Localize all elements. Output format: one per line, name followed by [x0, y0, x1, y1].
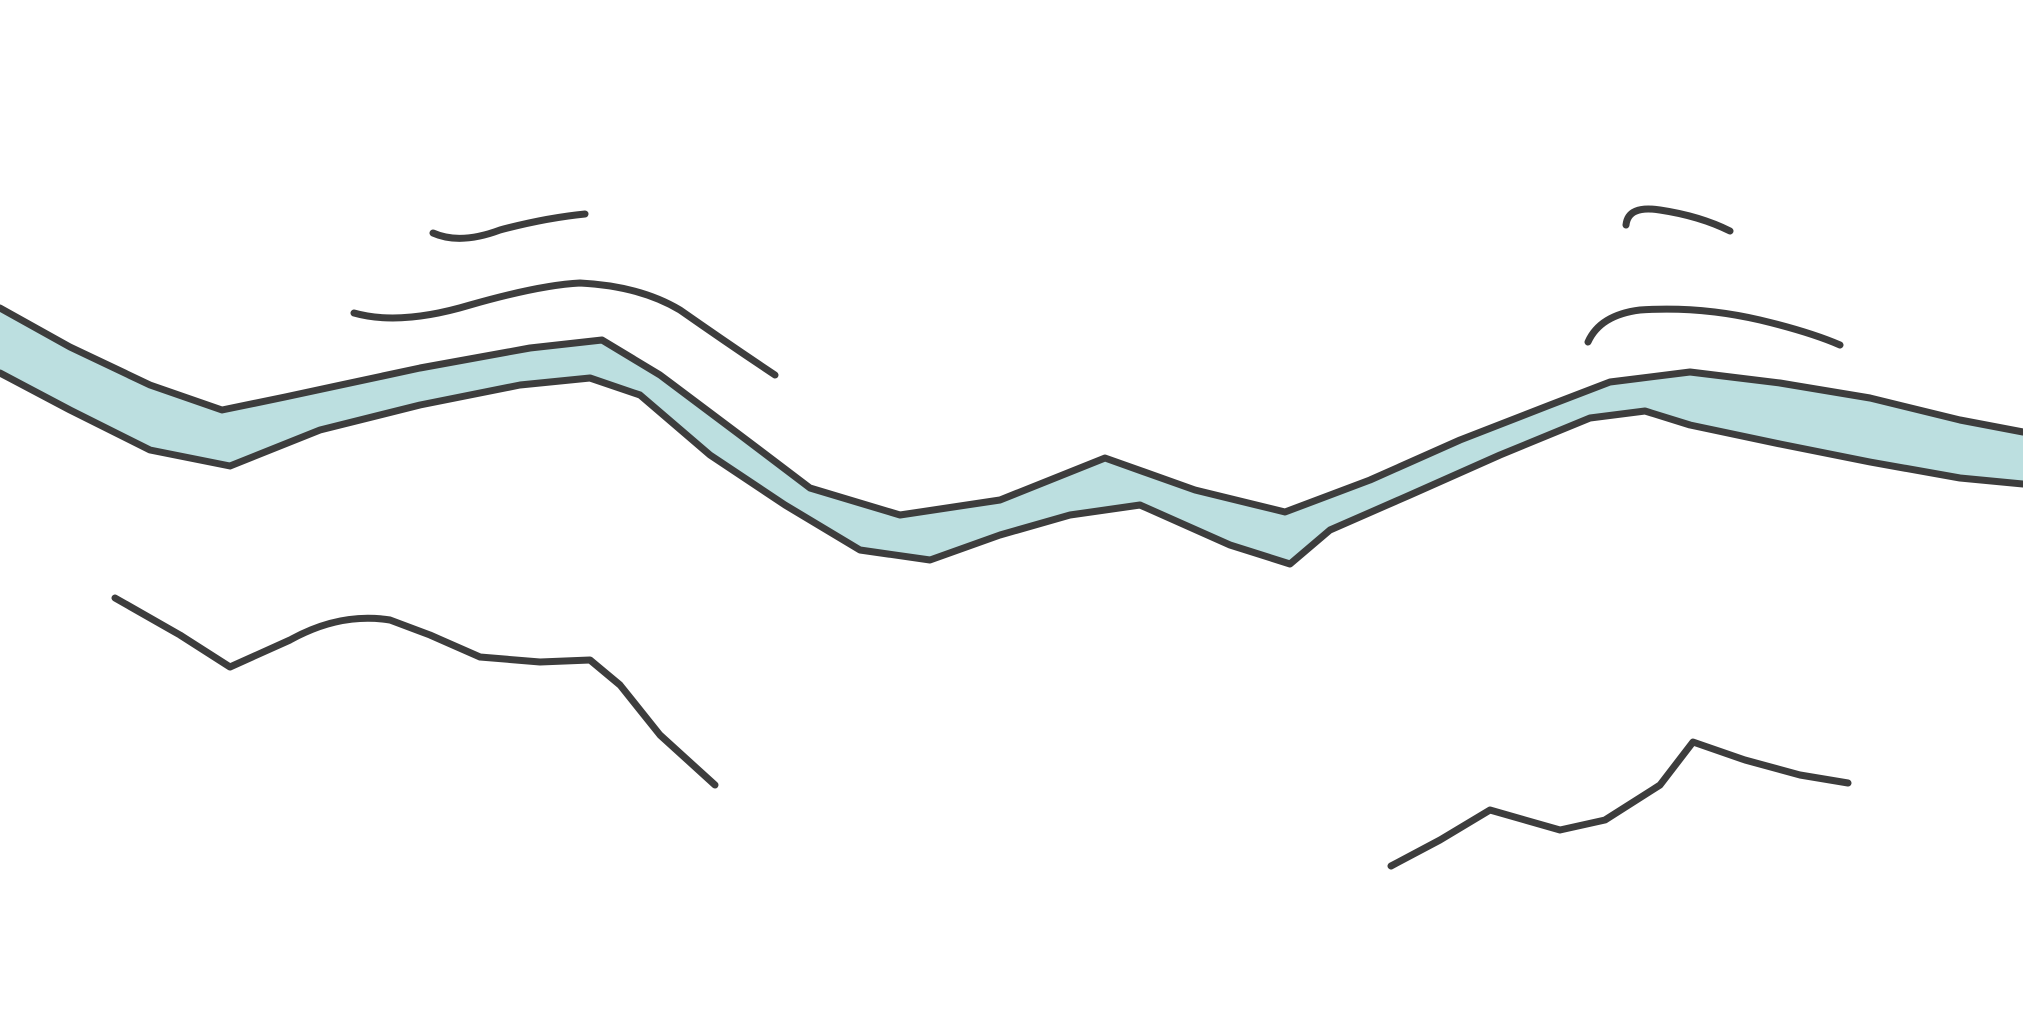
river-upper-bank — [0, 304, 2023, 519]
wind-stroke-left-lower — [350, 279, 779, 379]
hill-right — [1387, 738, 1852, 870]
wind-stroke-right-top — [1622, 205, 1734, 235]
wind-stroke-left-top — [429, 210, 589, 242]
river-lower-bank — [0, 369, 2023, 568]
hill-left — [111, 594, 719, 789]
wind-stroke-right-lower — [1584, 305, 1844, 349]
river-water — [0, 308, 2023, 564]
